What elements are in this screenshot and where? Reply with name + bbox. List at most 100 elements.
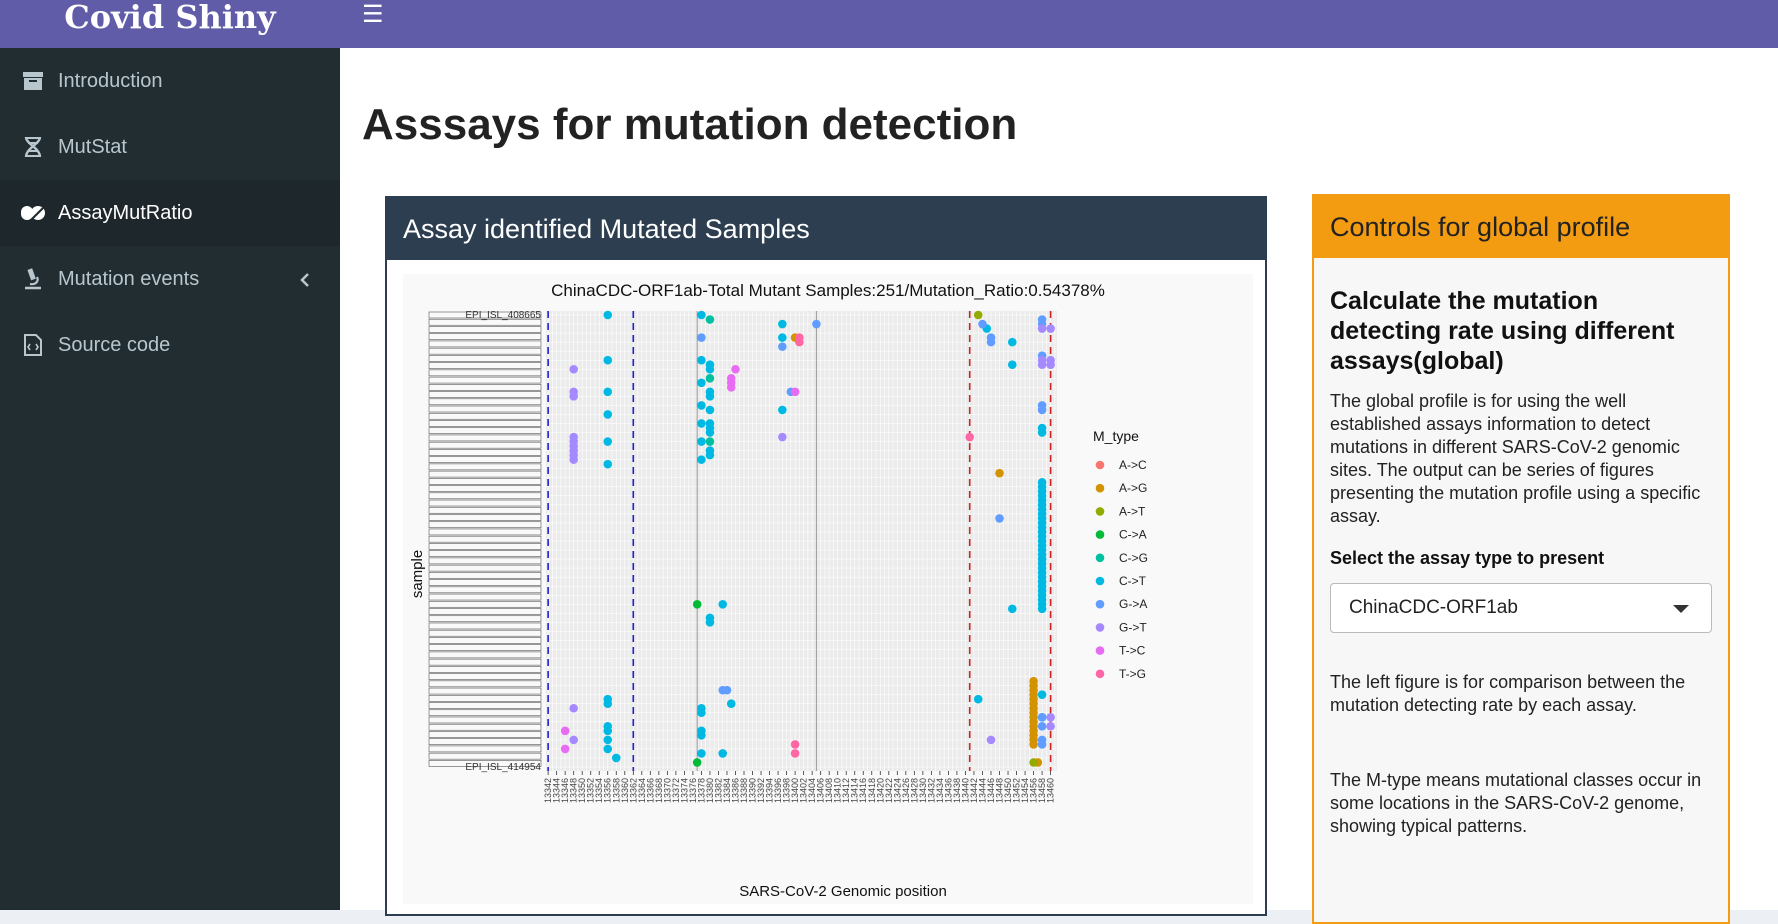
data-point	[611, 753, 621, 763]
data-point	[1037, 324, 1047, 333]
sidebar-item-label: Introduction	[58, 69, 163, 92]
x-tick-label: 13420	[875, 778, 885, 803]
data-point	[778, 319, 787, 329]
data-point	[1037, 405, 1047, 415]
x-tick-label: 13342	[543, 778, 553, 803]
sidebar-item-mutation-events[interactable]: Mutation events	[0, 246, 340, 312]
y-tick-label-mark	[428, 521, 542, 529]
y-tick-label-mark	[428, 485, 542, 492]
x-tick-label: 13370	[662, 778, 672, 803]
x-tick-label: 13442	[969, 778, 979, 803]
data-point	[1029, 740, 1038, 749]
app-logo[interactable]: Covid Shiny	[0, 0, 340, 48]
data-point	[1037, 428, 1047, 437]
y-tick-label-mark	[428, 405, 542, 413]
y-tick-label-mark	[428, 666, 542, 673]
sidebar-item-source-code[interactable]: Source code	[0, 312, 340, 378]
data-point	[569, 455, 578, 464]
data-point	[697, 419, 706, 428]
data-point	[812, 319, 821, 329]
x-tick-label: 13460	[1046, 778, 1056, 803]
x-tick-label: 13430	[918, 778, 928, 803]
data-point	[697, 749, 706, 758]
y-tick-label-mark	[428, 362, 542, 369]
legend-label: G->T	[1119, 620, 1147, 634]
legend-label: T->C	[1119, 644, 1146, 658]
data-point	[1007, 337, 1017, 347]
x-tick-label: 13388	[739, 778, 749, 803]
y-tick-label-mark	[428, 564, 542, 572]
data-point	[1007, 360, 1017, 370]
x-tick-label: 13424	[892, 778, 902, 803]
x-tick-label: 13450	[1003, 778, 1013, 803]
data-point	[705, 618, 715, 627]
archive-icon	[20, 70, 46, 92]
x-tick-label: 13416	[858, 778, 868, 803]
sidebar-item-label: Mutation events	[58, 267, 200, 290]
data-point	[603, 355, 613, 365]
y-tick-label-mark	[428, 586, 542, 594]
x-tick-label: 13350	[577, 778, 587, 803]
data-point	[722, 685, 732, 695]
sidebar-item-assaymutratio[interactable]: AssayMutRatio	[0, 180, 340, 246]
capsules-icon	[20, 202, 46, 224]
data-point	[603, 410, 613, 419]
data-point	[705, 428, 715, 437]
mutation-scatter-chart: ChinaCDC-ORF1ab-Total Mutant Samples:251…	[409, 281, 1148, 900]
data-point	[697, 731, 706, 740]
legend-swatch	[1095, 576, 1105, 586]
y-tick-label-mark	[428, 514, 542, 521]
data-point	[705, 373, 715, 383]
y-tick-label-mark	[428, 680, 542, 688]
x-tick-label: 13384	[722, 778, 732, 803]
data-point	[1037, 690, 1047, 699]
sidebar-item-mutstat[interactable]: MutStat	[0, 114, 340, 180]
y-tick-label-mark	[428, 384, 542, 391]
sidebar: Covid Shiny Introduction MutStat AssayMu…	[0, 0, 340, 910]
x-tick-label: 13376	[688, 778, 698, 803]
hamburger-menu-icon[interactable]: ☰	[362, 1, 384, 28]
y-tick-label-mark	[428, 340, 542, 348]
data-point	[603, 459, 613, 469]
assay-type-select[interactable]: ChinaCDC-ORF1ab	[1330, 583, 1712, 633]
data-point	[1046, 324, 1055, 333]
data-point	[1046, 360, 1055, 370]
x-tick-label: 13372	[671, 778, 681, 803]
x-tick-label: 13346	[560, 778, 570, 803]
data-point	[697, 378, 706, 388]
sidebar-item-label: Source code	[58, 333, 171, 356]
y-tick-label-mark	[428, 651, 542, 659]
y-tick-label-mark	[428, 593, 542, 601]
legend-swatch	[1095, 460, 1105, 470]
x-tick-label: 13408	[824, 778, 834, 803]
y-tick-label-mark	[428, 745, 542, 753]
sidebar-item-introduction[interactable]: Introduction	[0, 48, 340, 114]
y-tick-label-mark	[428, 311, 542, 319]
data-point	[603, 744, 613, 754]
y-tick-label-mark	[428, 318, 542, 326]
x-tick-label: 13382	[713, 778, 723, 803]
x-tick-label: 13390	[748, 778, 758, 803]
y-tick-label-mark	[428, 709, 542, 717]
data-point	[778, 405, 787, 415]
x-tick-label: 13362	[628, 778, 638, 803]
x-tick-label: 13410	[833, 778, 843, 803]
chart-title: ChinaCDC-ORF1ab-Total Mutant Samples:251…	[551, 281, 1105, 300]
legend-swatch	[1095, 646, 1105, 655]
data-point	[778, 432, 787, 442]
data-point	[569, 392, 578, 401]
x-tick-label: 13394	[765, 778, 775, 803]
data-point	[603, 437, 613, 446]
legend-label: C->G	[1119, 551, 1148, 565]
data-point	[718, 599, 728, 609]
x-tick-label: 13418	[867, 778, 877, 803]
y-tick-label-mark	[428, 731, 542, 738]
controls-box: Controls for global profile Calculate th…	[1312, 194, 1730, 924]
x-tick-label: 13454	[1020, 778, 1030, 803]
data-point	[560, 744, 570, 754]
y-tick-label-mark	[428, 752, 542, 760]
y-tick-label-mark	[428, 687, 542, 695]
data-point	[995, 468, 1004, 478]
data-point	[603, 310, 613, 320]
data-point	[1037, 604, 1047, 614]
